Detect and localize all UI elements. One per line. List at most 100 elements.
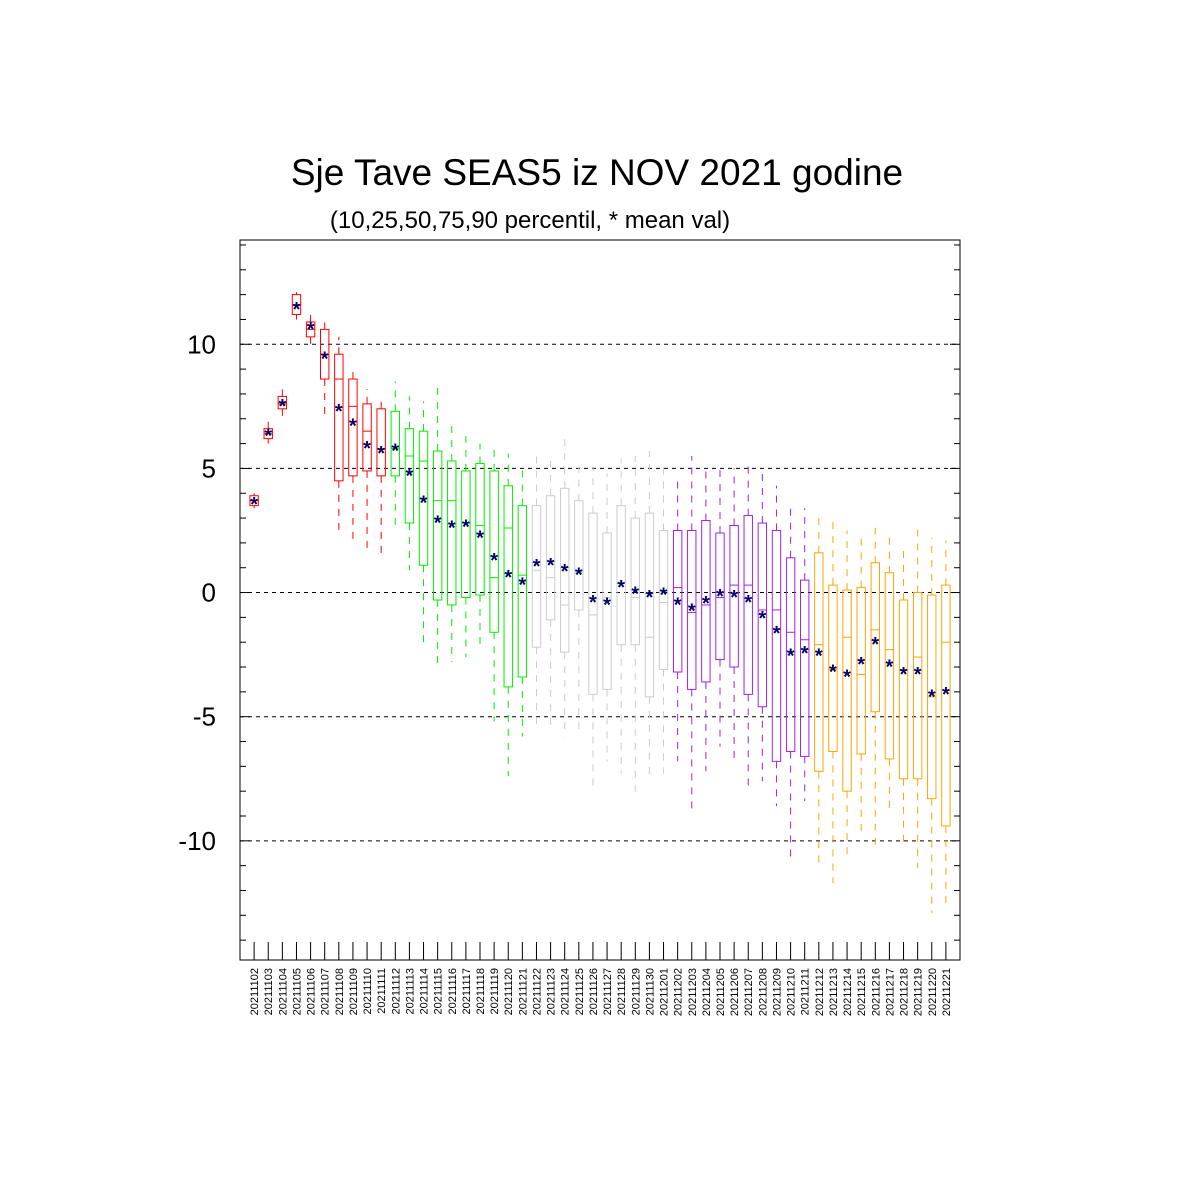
mean-marker: * bbox=[631, 583, 639, 605]
x-tick-label: 20211126 bbox=[588, 968, 600, 1015]
box-iqr bbox=[447, 460, 457, 606]
mean-marker: * bbox=[391, 441, 399, 463]
x-tick-label: 20211115 bbox=[433, 968, 445, 1015]
box-20211209 bbox=[771, 485, 782, 807]
x-tick-label: 20211214 bbox=[842, 968, 854, 1016]
box-20211105 bbox=[291, 292, 302, 320]
mean-marker: * bbox=[420, 493, 428, 515]
box-20211130 bbox=[644, 451, 655, 777]
box-iqr bbox=[658, 529, 669, 671]
box-iqr bbox=[432, 450, 443, 601]
x-tick-label: 20211211 bbox=[800, 968, 812, 1015]
y-tick-label: 5 bbox=[202, 453, 216, 483]
mean-marker: * bbox=[603, 594, 611, 616]
x-tick-label: 20211112 bbox=[390, 968, 402, 1015]
mean-marker: * bbox=[377, 443, 385, 465]
box-iqr bbox=[390, 410, 400, 477]
box-iqr bbox=[574, 500, 584, 611]
mean-marker: * bbox=[843, 666, 851, 688]
box-iqr bbox=[489, 470, 499, 633]
box-20211102 bbox=[249, 493, 259, 509]
box-20211128 bbox=[616, 458, 626, 774]
box-iqr bbox=[743, 515, 753, 695]
mean-marker: * bbox=[349, 416, 357, 438]
mean-marker: * bbox=[730, 587, 738, 609]
box-series bbox=[249, 292, 951, 913]
plot-frame bbox=[239, 239, 961, 961]
mean-marker: * bbox=[307, 319, 315, 341]
x-tick-label: 20211128 bbox=[616, 968, 628, 1015]
mean-marker: * bbox=[363, 438, 371, 460]
box-iqr bbox=[376, 408, 386, 477]
y-tick-label: -10 bbox=[178, 826, 216, 856]
x-tick-label: 20211210 bbox=[786, 968, 798, 1016]
x-tick-label: 20211123 bbox=[546, 968, 558, 1015]
x-tick-label: 20211203 bbox=[687, 968, 699, 1016]
chart-title: Sje Tave SEAS5 iz NOV 2021 godine bbox=[291, 152, 903, 193]
mean-marker: * bbox=[575, 565, 583, 587]
box-iqr bbox=[644, 512, 655, 698]
box-iqr bbox=[884, 572, 895, 760]
x-tick-label: 20211220 bbox=[927, 968, 939, 1016]
box-iqr bbox=[898, 599, 909, 780]
x-tick-label: 20211208 bbox=[757, 968, 769, 1016]
box-iqr bbox=[404, 428, 415, 524]
mean-marker: * bbox=[617, 577, 625, 599]
box-20211124 bbox=[560, 438, 570, 737]
x-tick-label: 20211116 bbox=[447, 968, 459, 1015]
box-20211119 bbox=[489, 446, 499, 722]
x-tick-label: 20211201 bbox=[659, 968, 671, 1016]
x-tick-label: 20211102 bbox=[249, 968, 261, 1015]
mean-marker: * bbox=[278, 396, 286, 418]
mean-marker: * bbox=[547, 555, 555, 577]
box-iqr bbox=[418, 430, 429, 566]
box-iqr bbox=[503, 485, 513, 688]
x-tick-label: 20211107 bbox=[320, 968, 332, 1015]
box-iqr bbox=[348, 378, 358, 477]
mean-marker: * bbox=[533, 556, 541, 578]
x-tick-label: 20211106 bbox=[306, 968, 318, 1015]
box-iqr bbox=[588, 512, 598, 695]
y-tick-label: 10 bbox=[187, 329, 216, 359]
box-20211203 bbox=[687, 456, 697, 812]
box-20211110 bbox=[362, 388, 372, 548]
box-20211107 bbox=[320, 316, 330, 419]
mean-marker: * bbox=[448, 518, 456, 540]
box-iqr bbox=[602, 532, 612, 690]
mean-marker: * bbox=[490, 550, 498, 572]
box-iqr bbox=[517, 505, 528, 678]
box-iqr bbox=[912, 592, 923, 780]
box-20211207 bbox=[743, 463, 753, 789]
mean-marker: * bbox=[914, 664, 922, 686]
x-tick-label: 20211119 bbox=[489, 968, 501, 1015]
mean-marker: * bbox=[589, 592, 597, 614]
x-axis: 20211102 20211103 20211104 20211105 20211106… bbox=[249, 942, 953, 1016]
x-tick-label: 20211215 bbox=[856, 968, 868, 1016]
box-20211202 bbox=[672, 478, 683, 762]
box-20211211 bbox=[800, 508, 810, 802]
box-20211103 bbox=[263, 418, 273, 444]
x-tick-label: 20211205 bbox=[715, 968, 727, 1016]
box-iqr bbox=[800, 579, 810, 757]
box-iqr bbox=[814, 552, 824, 772]
mean-marker: * bbox=[321, 349, 329, 371]
mean-marker: * bbox=[928, 686, 936, 708]
box-iqr bbox=[941, 584, 951, 827]
x-tick-label: 20211218 bbox=[899, 968, 911, 1016]
box-20211220 bbox=[927, 537, 937, 913]
mean-marker: * bbox=[646, 587, 654, 609]
box-20211205 bbox=[715, 465, 725, 747]
x-tick-label: 20211122 bbox=[531, 968, 543, 1015]
x-tick-label: 20211125 bbox=[574, 968, 586, 1015]
box-iqr bbox=[616, 505, 626, 646]
box-iqr bbox=[475, 462, 485, 596]
x-tick-label: 20211108 bbox=[334, 968, 346, 1015]
x-tick-label: 20211209 bbox=[771, 968, 783, 1016]
box-20211201 bbox=[658, 463, 669, 774]
y-tick-label: 0 bbox=[202, 578, 216, 608]
mean-marker: * bbox=[773, 623, 781, 645]
box-20211208 bbox=[757, 470, 768, 782]
x-tick-label: 20211130 bbox=[644, 968, 656, 1015]
x-tick-label: 20211111 bbox=[376, 968, 388, 1014]
x-tick-label: 20211216 bbox=[870, 968, 882, 1016]
